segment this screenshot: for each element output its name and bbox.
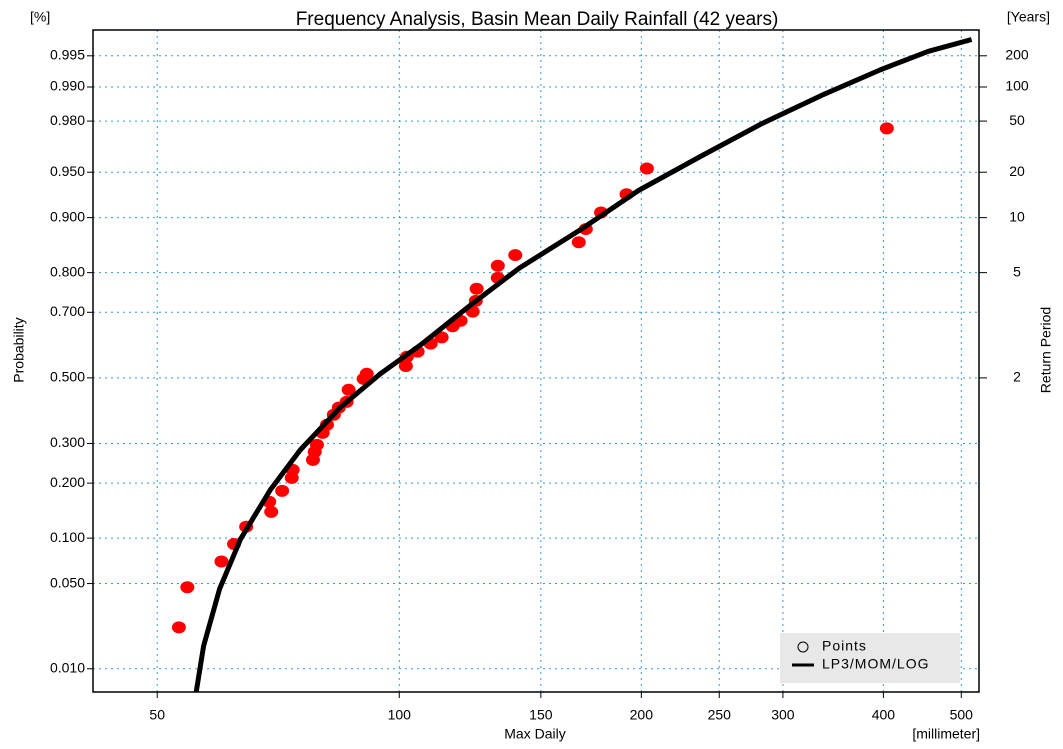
y-tick-label: 0.200 — [50, 474, 85, 490]
y2-tick-label: 20 — [1009, 163, 1025, 179]
plot-frame — [92, 29, 980, 693]
data-point — [398, 359, 413, 372]
data-point — [341, 383, 356, 396]
y2-tick-label: 200 — [1005, 47, 1029, 63]
y-tick-label: 0.950 — [50, 163, 85, 179]
legend-label: LP3/MOM/LOG — [822, 656, 929, 672]
legend-marker — [797, 641, 809, 653]
y-tick-label: 0.700 — [50, 303, 85, 319]
y-tick-label: 0.010 — [50, 659, 85, 675]
data-point — [490, 259, 505, 272]
fitted-line — [193, 37, 973, 693]
data-point — [508, 249, 523, 262]
x-tick-label: 150 — [529, 707, 553, 723]
legend-box — [780, 633, 960, 683]
y-tick-label: 0.990 — [50, 78, 85, 94]
y2-tick-label: 5 — [1013, 263, 1021, 279]
data-point — [434, 331, 449, 344]
y-tick-label: 0.500 — [50, 369, 85, 385]
y2-unit: [Years] — [1007, 9, 1050, 25]
data-point — [264, 505, 279, 518]
data-point — [359, 367, 374, 380]
y-unit: [%] — [30, 9, 50, 25]
x-tick-label: 400 — [872, 707, 896, 723]
data-point — [879, 122, 894, 135]
data-point — [275, 484, 290, 497]
x-tick-label: 300 — [771, 707, 795, 723]
legend-label: Points — [822, 638, 867, 654]
data-point — [309, 438, 324, 451]
data-point — [571, 236, 586, 249]
y2-tick-label: 50 — [1009, 112, 1025, 128]
y-tick-label: 0.050 — [50, 574, 85, 590]
y-tick-label: 0.300 — [50, 434, 85, 450]
data-point — [180, 581, 195, 594]
x-tick-label: 200 — [630, 707, 654, 723]
data-point — [469, 282, 484, 295]
y2-tick-label: 100 — [1005, 78, 1029, 94]
x-tick-label: 250 — [708, 707, 732, 723]
x-unit: [millimeter] — [912, 726, 980, 742]
y-tick-label: 0.100 — [50, 529, 85, 545]
y-tick-label: 0.800 — [50, 263, 85, 279]
y2-tick-label: 2 — [1013, 369, 1021, 385]
data-point — [171, 621, 186, 634]
y2-axis-label: Return Period — [1038, 307, 1054, 393]
chart-title: Frequency Analysis, Basin Mean Daily Rai… — [296, 9, 779, 30]
y2-tick-label: 10 — [1009, 208, 1025, 224]
data-point — [214, 555, 229, 568]
y-tick-label: 0.900 — [50, 208, 85, 224]
y-tick-label: 0.995 — [50, 47, 85, 63]
data-point — [639, 162, 654, 175]
x-tick-label: 50 — [149, 707, 165, 723]
y-axis-label: Probability — [11, 317, 27, 382]
x-tick-label: 500 — [950, 707, 974, 723]
x-tick-label: 100 — [388, 707, 412, 723]
x-axis-label: Max Daily — [504, 726, 565, 742]
y-tick-label: 0.980 — [50, 112, 85, 128]
